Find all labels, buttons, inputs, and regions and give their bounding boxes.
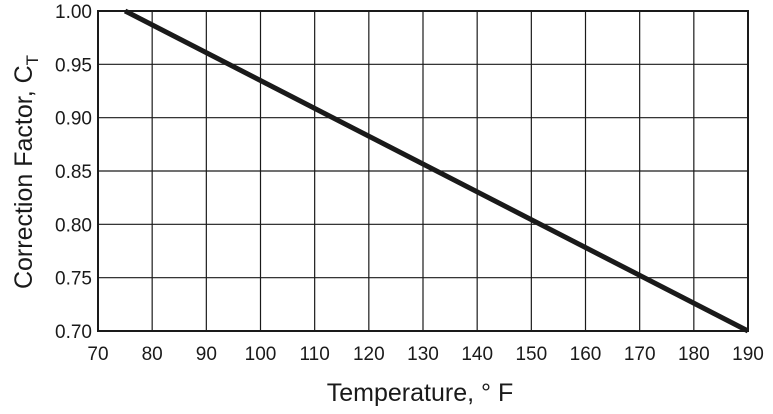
series-layer (123, 8, 750, 334)
y-tick-label: 0.80 (55, 215, 92, 236)
y-tick-label: 0.85 (55, 162, 92, 183)
y-tick-label: 0.90 (55, 109, 92, 130)
x-tick-label: 90 (196, 344, 217, 365)
x-tick-label: 170 (624, 344, 656, 365)
x-tick-label: 120 (353, 344, 385, 365)
plot-frame (97, 10, 749, 332)
x-tick-label: 70 (87, 344, 108, 365)
y-tick-label: 0.75 (55, 269, 92, 290)
x-tick-label: 150 (515, 344, 547, 365)
x-axis-title: Temperature, ° F (327, 379, 513, 407)
x-tick-labels: 70 80 90 100 110 120 130 140 150 160 170 180 190 (87, 344, 763, 365)
x-tick-label: 140 (461, 344, 493, 365)
x-tick-label: 80 (142, 344, 163, 365)
y-axis-title-main: Correction Factor, C (10, 65, 38, 289)
x-tick-label: 160 (570, 344, 602, 365)
y-tick-label: 0.70 (55, 322, 92, 343)
x-tick-label: 130 (407, 344, 439, 365)
x-tick-label: 190 (732, 344, 764, 365)
x-tick-label: 110 (300, 344, 330, 365)
correction-factor-line (123, 8, 750, 334)
y-tick-label: 0.95 (55, 55, 92, 76)
x-tick-label: 100 (245, 344, 277, 365)
y-axis-title-subscript: T (23, 55, 42, 65)
y-tick-label: 1.00 (55, 2, 92, 23)
x-tick-label: 180 (678, 344, 710, 365)
y-tick-labels: 1.00 0.95 0.90 0.85 0.80 0.75 0.70 (55, 2, 92, 343)
y-axis-title: Correction Factor, CT (10, 55, 42, 289)
